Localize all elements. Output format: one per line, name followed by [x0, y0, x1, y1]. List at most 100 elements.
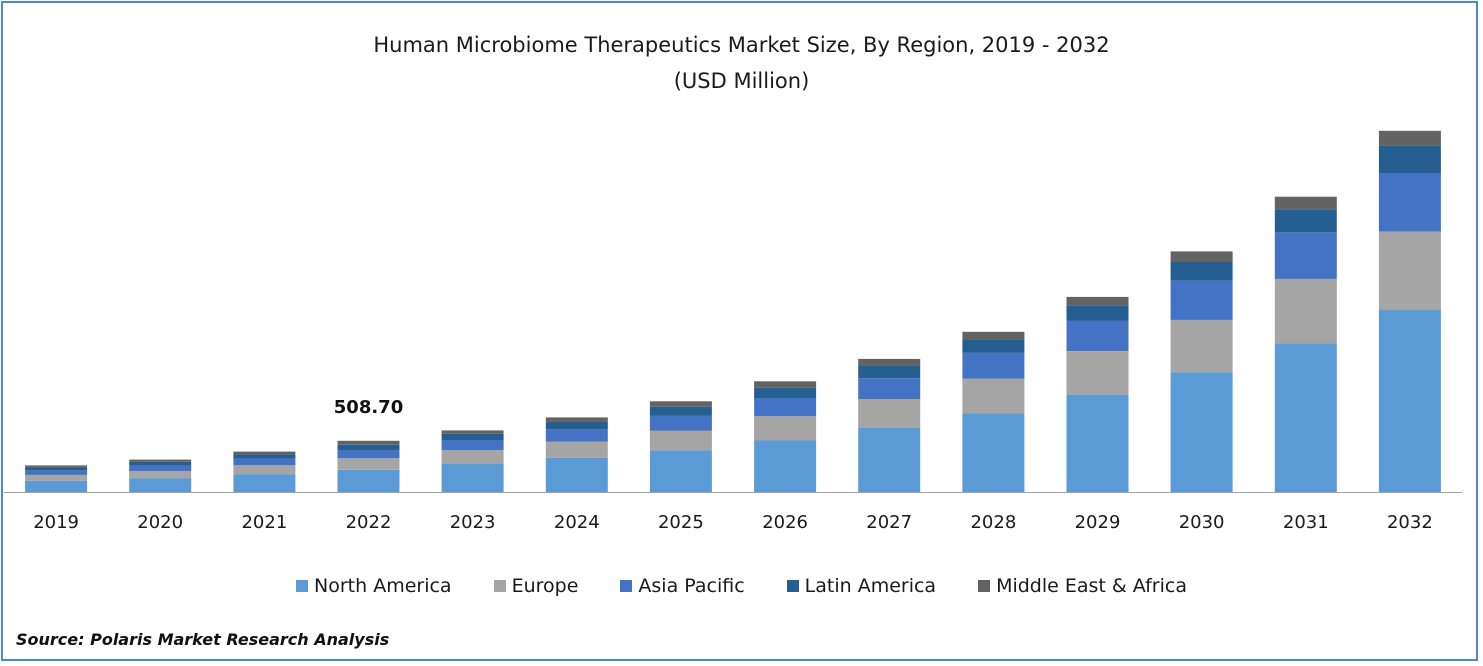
bar-2019-series-1: [25, 474, 88, 481]
bar-2023-series-0: [441, 463, 504, 492]
bar-2021-series-2: [233, 458, 296, 466]
bar-2023-series-3: [441, 434, 504, 441]
bar-2021-series-0: [233, 474, 296, 492]
bar-2025-series-3: [649, 406, 712, 416]
bar-2032-series-0: [1378, 310, 1441, 492]
bar-2020-series-4: [129, 459, 192, 462]
bar-2025-series-1: [649, 430, 712, 451]
bar-2022-series-0: [337, 469, 400, 492]
legend-swatch-4: [978, 580, 991, 592]
legend-label-0: North America: [314, 575, 452, 597]
bar-2024-series-3: [545, 421, 608, 430]
bar-2022-series-3: [337, 444, 400, 451]
bar-2029-series-2: [1066, 320, 1129, 352]
bar-2028-series-1: [962, 378, 1025, 414]
chart-title: Human Microbiome Therapeutics Market Siz…: [373, 33, 1110, 57]
x-tick-label-2025: 2025: [658, 512, 704, 533]
bar-2027-series-2: [858, 378, 921, 399]
bar-2031-series-2: [1274, 232, 1337, 279]
x-tick-label-2031: 2031: [1283, 512, 1329, 533]
legend-item-2: Asia Pacific: [620, 575, 745, 597]
legend-swatch-2: [620, 580, 633, 592]
bar-2025-series-0: [649, 450, 712, 492]
bar-2026-series-3: [754, 387, 817, 399]
bar-2027-series-4: [858, 358, 921, 366]
bar-2024-series-1: [545, 441, 608, 458]
bar-2032-series-3: [1378, 145, 1441, 173]
bar-2019-series-0: [25, 480, 88, 492]
bar-2023-series-2: [441, 440, 504, 451]
bar-2031-series-1: [1274, 278, 1337, 344]
x-tick-label-2020: 2020: [137, 512, 183, 533]
x-tick-label-2030: 2030: [1179, 512, 1225, 533]
bar-2031-series-4: [1274, 196, 1337, 210]
bar-2030-series-1: [1170, 319, 1233, 373]
bar-2026-series-4: [754, 381, 817, 388]
source-note: Source: Polaris Market Research Analysis: [16, 630, 390, 649]
chart-subtitle: (USD Million): [673, 69, 810, 93]
bar-2019-series-2: [25, 470, 88, 475]
x-tick-label-2027: 2027: [866, 512, 912, 533]
bar-2031-series-0: [1274, 343, 1337, 492]
bar-2020-series-1: [129, 471, 192, 479]
bar-2025-series-4: [649, 401, 712, 407]
x-tick-label-2028: 2028: [970, 512, 1016, 533]
bar-2032-series-4: [1378, 130, 1441, 146]
bar-2029-series-3: [1066, 305, 1129, 321]
bar-2020-series-3: [129, 462, 192, 466]
bar-2026-series-2: [754, 398, 817, 417]
bar-2023-series-4: [441, 430, 504, 434]
data-label-2022: 508.70: [334, 397, 403, 418]
x-tick-label-2021: 2021: [241, 512, 287, 533]
x-tick-label-2032: 2032: [1387, 512, 1433, 533]
x-tick-label-2026: 2026: [762, 512, 808, 533]
legend-label-4: Middle East & Africa: [996, 575, 1187, 597]
x-tick-label-2022: 2022: [346, 512, 392, 533]
x-tick-label-2024: 2024: [554, 512, 600, 533]
x-tick-label-2023: 2023: [450, 512, 496, 533]
bar-2019-series-4: [25, 465, 88, 468]
bar-2030-series-3: [1170, 262, 1233, 281]
bar-2022-series-2: [337, 450, 400, 459]
bar-2027-series-0: [858, 427, 921, 492]
bar-2024-series-0: [545, 457, 608, 492]
bar-2029-series-1: [1066, 351, 1129, 395]
bar-2024-series-4: [545, 417, 608, 422]
bar-2030-series-0: [1170, 372, 1233, 492]
legend-swatch-3: [786, 580, 799, 592]
bar-2028-series-0: [962, 413, 1025, 492]
bar-2030-series-4: [1170, 251, 1233, 262]
bar-2028-series-3: [962, 339, 1025, 353]
bar-2023-series-1: [441, 450, 504, 464]
legend-item-0: North America: [296, 575, 452, 597]
bar-2022-series-4: [337, 440, 400, 445]
bar-2026-series-0: [754, 440, 817, 492]
bar-2021-series-3: [233, 454, 296, 459]
bar-2028-series-4: [962, 331, 1025, 340]
bar-2030-series-2: [1170, 280, 1233, 320]
bar-2027-series-3: [858, 365, 921, 379]
bar-2025-series-2: [649, 415, 712, 431]
bar-2020-series-2: [129, 465, 192, 472]
x-tick-label-2019: 2019: [33, 512, 79, 533]
bar-2021-series-4: [233, 451, 296, 455]
legend-item-3: Latin America: [786, 575, 936, 597]
bar-2029-series-4: [1066, 296, 1129, 306]
bar-2029-series-0: [1066, 394, 1129, 492]
x-tick-label-2029: 2029: [1075, 512, 1121, 533]
bar-2020-series-0: [129, 478, 192, 492]
bar-2032-series-2: [1378, 173, 1441, 232]
bar-2022-series-1: [337, 458, 400, 470]
legend-swatch-0: [296, 580, 309, 592]
bar-2019-series-3: [25, 467, 88, 471]
legend-swatch-1: [493, 580, 506, 592]
bar-2028-series-2: [962, 353, 1025, 379]
legend-item-1: Europe: [493, 575, 579, 597]
legend: North America Europe Asia Pacific Latin Ame…: [0, 575, 1483, 597]
bar-2026-series-1: [754, 416, 817, 441]
legend-item-4: Middle East & Africa: [978, 575, 1187, 597]
legend-label-2: Asia Pacific: [638, 575, 745, 597]
legend-label-1: Europe: [511, 575, 579, 597]
bar-2027-series-1: [858, 399, 921, 428]
